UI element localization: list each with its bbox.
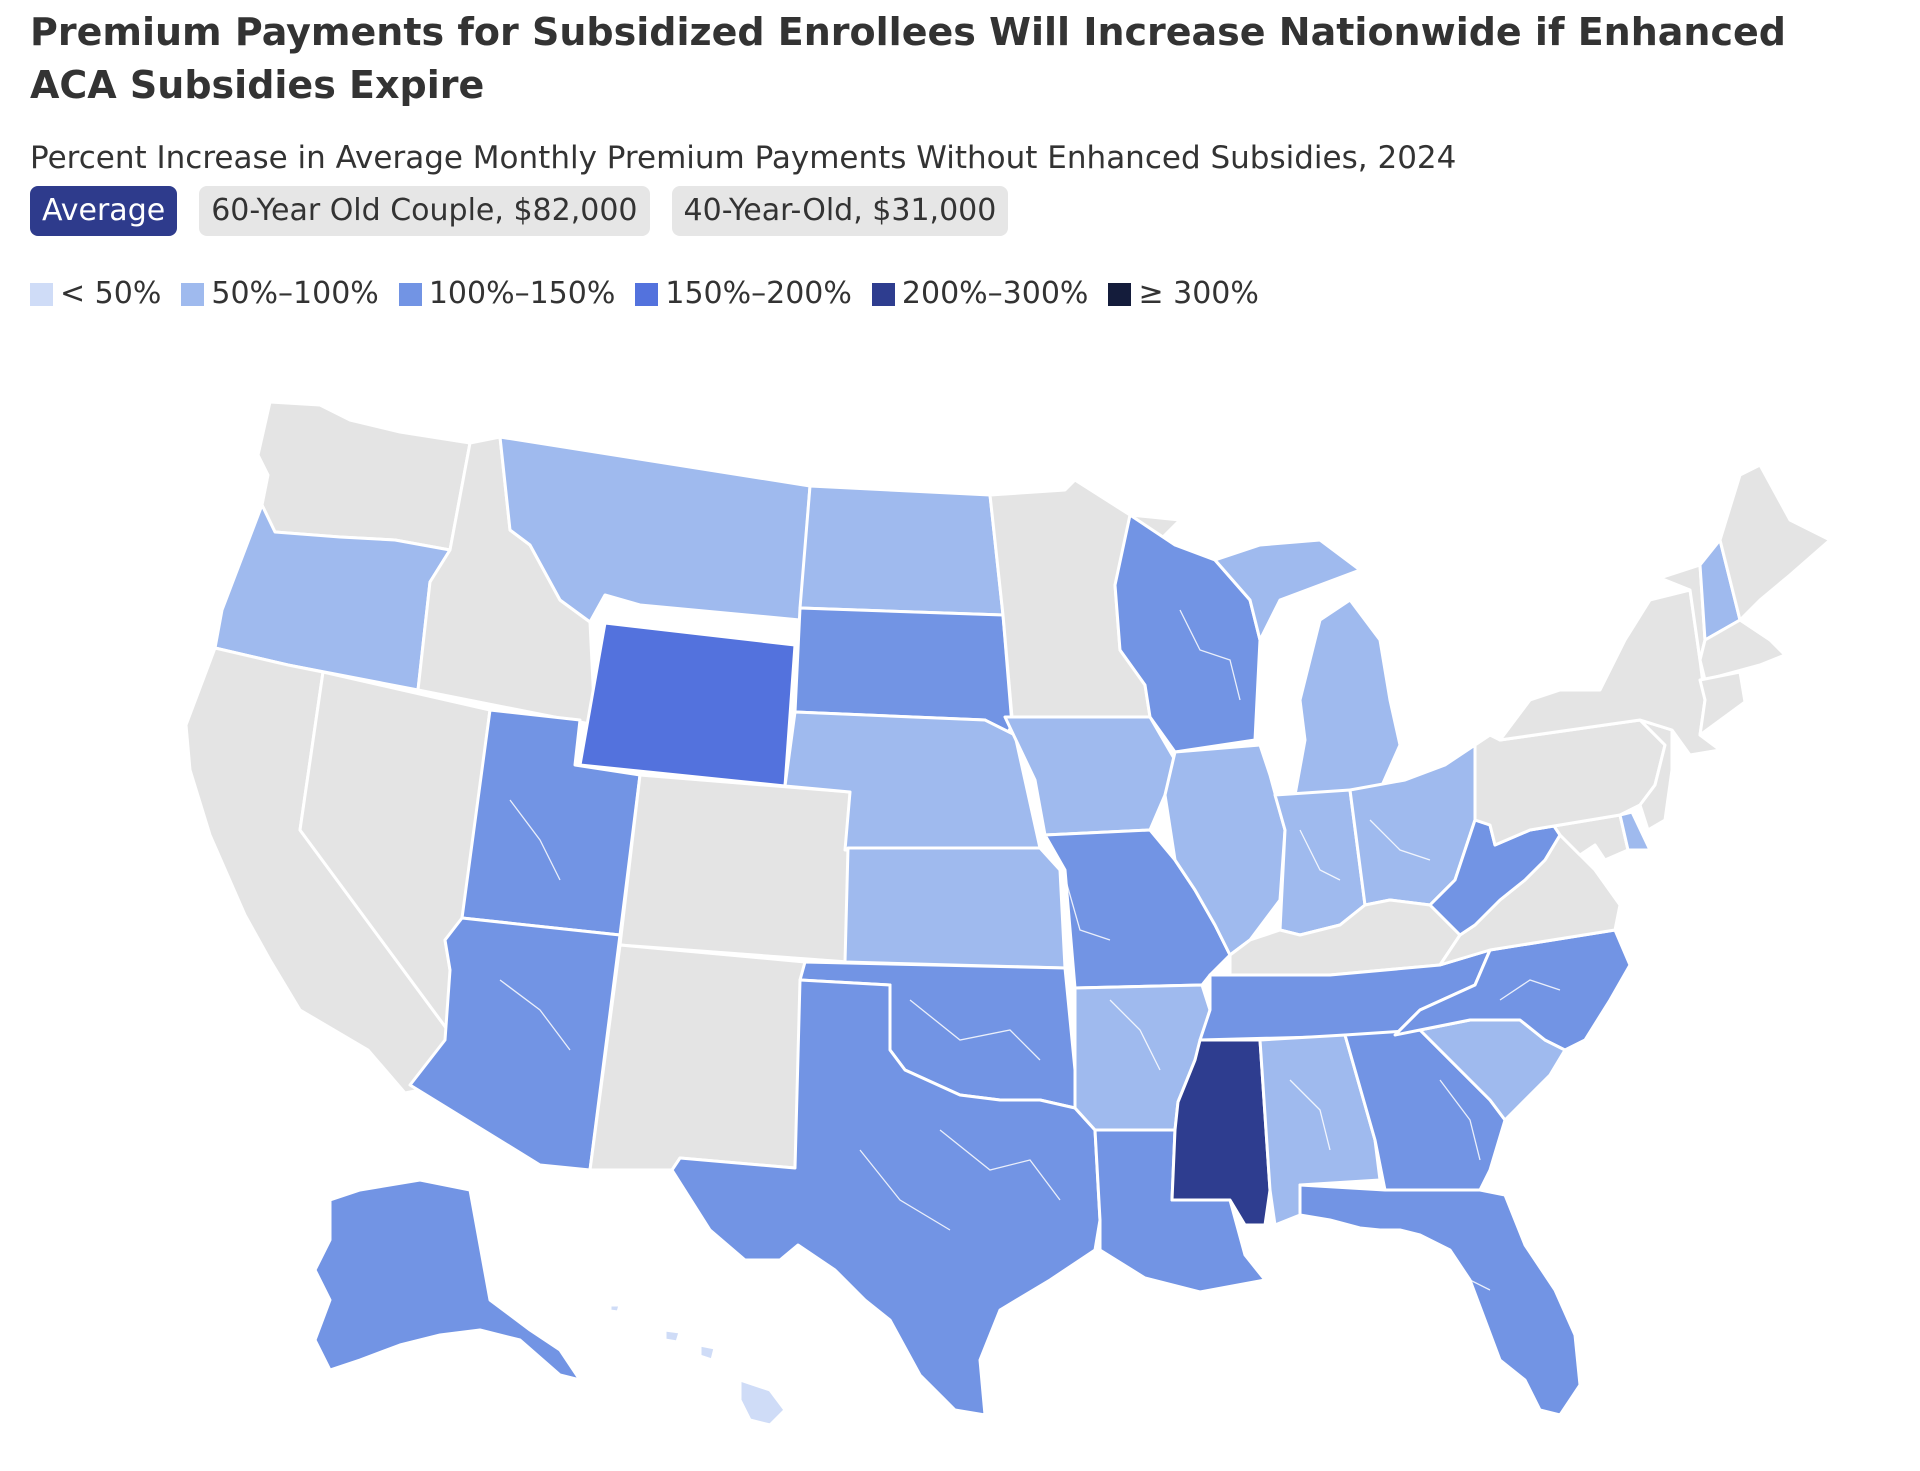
state-wy[interactable] bbox=[578, 621, 797, 788]
page-title: Premium Payments for Subsidized Enrollee… bbox=[30, 10, 1786, 107]
legend-swatch bbox=[871, 282, 895, 306]
legend-label: 100%–150% bbox=[428, 276, 616, 311]
legend-item-under-50: < 50% bbox=[30, 274, 161, 314]
tab-60-year-old-couple[interactable]: 60-Year Old Couple, $82,000 bbox=[199, 186, 650, 236]
state-co[interactable] bbox=[618, 773, 852, 964]
state-wi[interactable] bbox=[1113, 513, 1262, 754]
view-tabs: Average 60-Year Old Couple, $82,000 40-Y… bbox=[30, 186, 1009, 236]
legend-item-50-100: 50%–100% bbox=[181, 274, 379, 314]
state-wa[interactable] bbox=[256, 400, 472, 552]
rating-area-boundaries bbox=[499, 609, 1561, 1291]
state-de[interactable] bbox=[1618, 810, 1652, 852]
legend-swatch bbox=[635, 282, 659, 306]
us-choropleth-map bbox=[184, 400, 1832, 1427]
legend-item-200-300: 200%–300% bbox=[871, 274, 1089, 314]
state-ct[interactable] bbox=[1698, 670, 1747, 737]
legend: < 50% 50%–100% 100%–150% 150%–200% 200%–… bbox=[30, 274, 1259, 314]
state-ks[interactable] bbox=[843, 846, 1067, 970]
legend-swatch bbox=[181, 282, 205, 306]
state-mi[interactable] bbox=[1213, 538, 1402, 797]
legend-label: 150%–200% bbox=[665, 276, 852, 311]
state-nj[interactable] bbox=[1638, 718, 1674, 832]
state-nc[interactable] bbox=[1393, 928, 1632, 1052]
legend-item-300-plus: ≥ 300% bbox=[1108, 274, 1259, 314]
tab-40-year-old[interactable]: 40-Year-Old, $31,000 bbox=[671, 186, 1009, 236]
state-me[interactable] bbox=[1718, 463, 1832, 622]
state-nm[interactable] bbox=[588, 943, 807, 1172]
page-subtitle: Percent Increase in Average Monthly Prem… bbox=[30, 140, 1457, 176]
legend-label: < 50% bbox=[60, 276, 162, 311]
legend-swatch bbox=[398, 282, 422, 306]
state-hi[interactable] bbox=[608, 1303, 787, 1427]
legend-swatch bbox=[30, 282, 53, 306]
state-tx[interactable] bbox=[670, 978, 1102, 1417]
legend-label: 200%–300% bbox=[901, 276, 1089, 311]
state-fl[interactable] bbox=[1298, 1183, 1582, 1417]
legend-label: 50%–100% bbox=[211, 276, 379, 311]
state-nd[interactable] bbox=[798, 484, 1005, 617]
legend-swatch bbox=[1108, 282, 1132, 306]
legend-label: ≥ 300% bbox=[1138, 276, 1259, 311]
tab-average[interactable]: Average bbox=[30, 186, 178, 236]
legend-item-100-150: 100%–150% bbox=[398, 274, 616, 314]
legend-item-150-200: 150%–200% bbox=[635, 274, 852, 314]
state-ak[interactable] bbox=[313, 1178, 582, 1382]
